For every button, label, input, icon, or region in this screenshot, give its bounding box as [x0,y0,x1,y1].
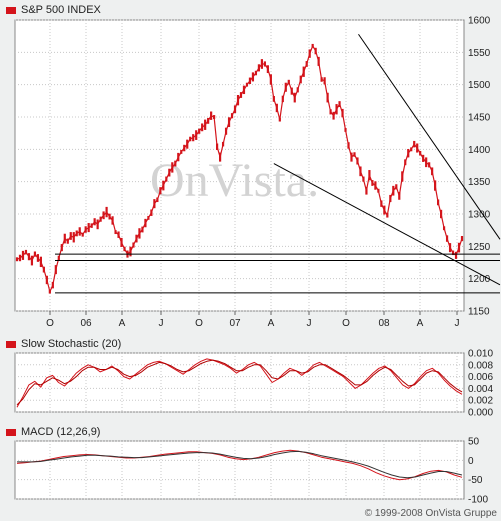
macd-panel-title: MACD (12,26,9) [21,426,101,438]
stochastic-plot-area [14,352,465,413]
price-panel-header: S&P 500 INDEX [6,3,101,17]
price-x-tick-label: 06 [80,318,92,329]
price-x-tick-label: J [455,318,460,329]
price-x-tick-label: O [342,318,350,329]
price-y-tick-label: 1200 [468,274,491,285]
price-legend-swatch [6,6,16,14]
stochastic-y-tick-label: 0.000 [468,408,493,419]
macd-y-tick-label: 0 [468,456,474,467]
copyright-notice: © 1999-2008 OnVista Gruppe [364,508,497,519]
stochastic-y-tick-label: 0.010 [468,349,493,360]
macd-y-tick-label: 50 [468,437,480,448]
price-panel: 1150 1200 1250 1300 1350 1400 1450 1500 1550 1600… [14,16,501,329]
price-y-tick-label: 1550 [468,48,491,59]
price-y-tick-label: 1500 [468,80,491,91]
macd-plot-area [14,440,465,500]
stochastic-y-tick-label: 0.006 [468,372,493,383]
price-x-tick-label: 08 [378,318,390,329]
price-x-tick-label: J [159,318,164,329]
price-panel-title: S&P 500 INDEX [21,4,101,16]
price-series-line [16,45,463,293]
price-plot-area [14,19,465,312]
watermark-logo: OnVista. [150,154,319,207]
stochastic-y-tick-label: 0.002 [468,396,493,407]
macd-panel: 50 0 -50 -100 [14,437,488,506]
price-y-tick-label: 1350 [468,177,491,188]
stochastic-panel-header: Slow Stochastic (20) [6,337,121,351]
macd-series-0 [16,449,463,481]
price-y-tick-label: 1150 [468,307,490,318]
price-x-tick-label: A [119,318,126,329]
stochastic-panel-title: Slow Stochastic (20) [21,338,122,350]
price-y-tick-label: 1300 [468,210,491,221]
price-x-tick-label: A [417,318,424,329]
macd-panel-header: MACD (12,26,9) [6,425,100,439]
price-x-tick-label: O [46,318,54,329]
stochastic-y-tick-label: 0.004 [468,384,493,395]
price-y-tick-label: 1600 [468,16,491,27]
macd-legend-swatch [6,428,16,436]
price-x-tick-label: 07 [229,318,241,329]
stochastic-legend-swatch [6,340,16,348]
macd-series-1 [17,450,463,479]
price-x-tick-label: J [307,318,312,329]
price-x-tick-label: A [268,318,275,329]
price-y-tick-label: 1250 [468,242,491,253]
price-x-tick-label: O [195,318,203,329]
macd-y-tick-label: -100 [468,495,488,506]
price-y-tick-label: 1400 [468,145,491,156]
stochastic-y-tick-label: 0.008 [468,360,493,371]
trend-line-0 [358,33,501,240]
price-y-tick-label: 1450 [468,113,491,124]
stochastic-series-1 [16,359,463,406]
macd-y-tick-label: -50 [468,475,483,486]
trend-line-1 [273,163,501,286]
